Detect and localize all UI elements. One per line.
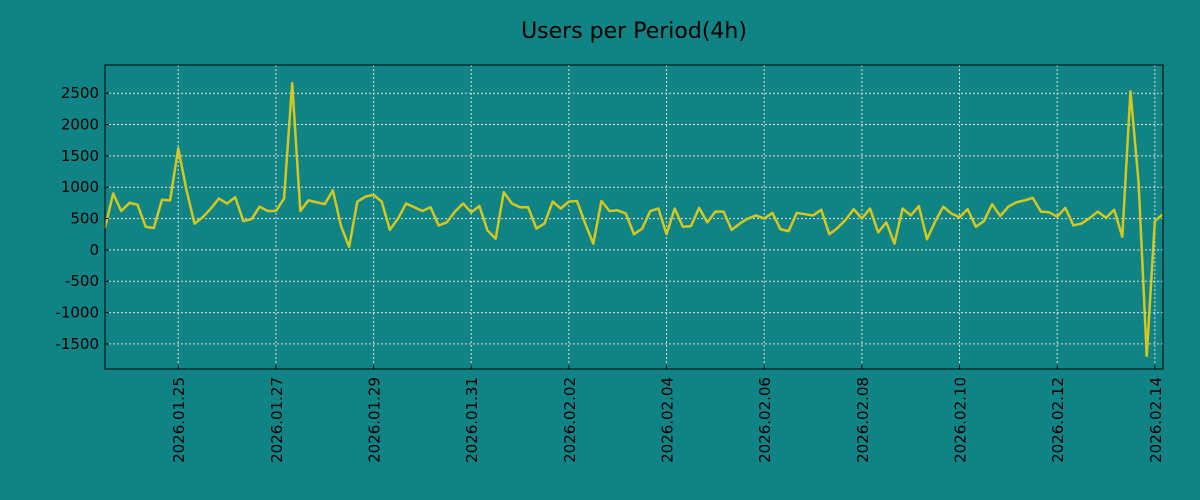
y-tick-label: -1500 (55, 335, 99, 353)
series-line (103, 81, 1164, 358)
x-tick-label: 2026.02.06 (756, 377, 774, 463)
y-tick-label: 2000 (61, 116, 99, 134)
y-tick-label: 1000 (61, 178, 99, 196)
x-tick-label: 2026.01.27 (268, 377, 286, 463)
x-tick-label: 2026.02.02 (561, 377, 579, 463)
y-tick-label: -500 (65, 272, 99, 290)
y-tick-label: 500 (70, 210, 99, 228)
x-tick-label: 2026.02.12 (1049, 377, 1067, 463)
x-tick-label: 2026.02.04 (659, 377, 677, 463)
x-tick-label: 2026.01.25 (170, 377, 188, 463)
series-layer (103, 81, 1164, 358)
y-axis: 2500 2000 1500 1000 500 0 -500 -1000 -1500 (55, 84, 109, 353)
plot-frame (104, 64, 1164, 370)
x-axis: 2026.01.25 2026.01.27 2026.01.29 2026.01.31… (170, 365, 1165, 463)
grid-layer (105, 65, 1163, 369)
y-tick-label: 2500 (61, 84, 99, 102)
x-tick-label: 2026.01.31 (463, 377, 481, 463)
x-tick-label: 2026.02.10 (952, 377, 970, 463)
y-tick-label: 1500 (61, 147, 99, 165)
x-tick-label: 2026.01.29 (366, 377, 384, 463)
y-tick-label: -1000 (55, 304, 99, 322)
y-tick-label: 0 (89, 241, 99, 259)
x-tick-label: 2026.02.08 (854, 377, 872, 463)
chart-title: Users per Period(4h) (521, 19, 747, 44)
x-tick-label: 2026.02.14 (1147, 377, 1165, 463)
